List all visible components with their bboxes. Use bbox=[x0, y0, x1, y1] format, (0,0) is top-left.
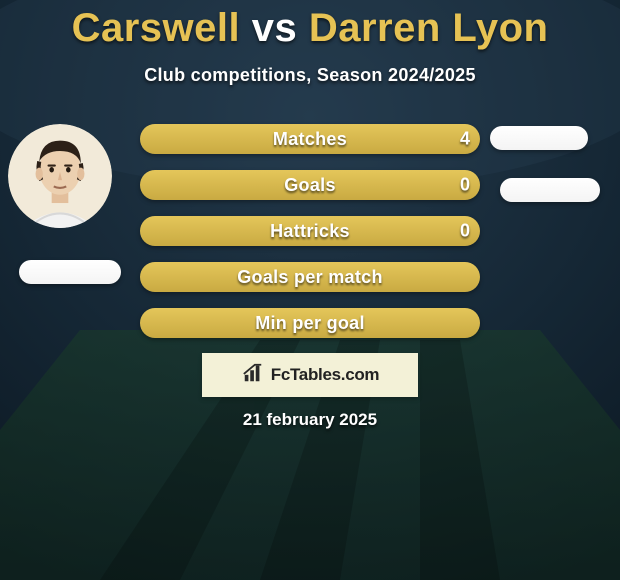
stat-row-goals: Goals 0 bbox=[140, 170, 480, 200]
stat-rows: Matches 4 Goals 0 Hattricks 0 Goals per … bbox=[140, 124, 480, 354]
stat-value-left: 4 bbox=[460, 129, 470, 150]
page-title: Carswell vs Darren Lyon bbox=[0, 0, 620, 51]
chart-bars-icon bbox=[241, 362, 265, 389]
stat-label: Hattricks bbox=[270, 221, 350, 242]
stat-label: Goals per match bbox=[237, 267, 383, 288]
stat-row-goals-per-match: Goals per match bbox=[140, 262, 480, 292]
watermark: FcTables.com bbox=[202, 353, 418, 397]
stat-row-min-per-goal: Min per goal bbox=[140, 308, 480, 338]
player2-stat-pill-2 bbox=[500, 178, 600, 202]
title-player2: Darren Lyon bbox=[309, 6, 549, 50]
subtitle: Club competitions, Season 2024/2025 bbox=[0, 65, 620, 86]
player1-stat-pill bbox=[19, 260, 121, 284]
stat-row-hattricks: Hattricks 0 bbox=[140, 216, 480, 246]
stat-label: Min per goal bbox=[255, 313, 365, 334]
title-player1: Carswell bbox=[72, 6, 241, 50]
stat-row-matches: Matches 4 bbox=[140, 124, 480, 154]
stat-label: Matches bbox=[273, 129, 347, 150]
player2-stat-pill-1 bbox=[490, 126, 588, 150]
watermark-text: FcTables.com bbox=[271, 365, 380, 385]
title-vs: vs bbox=[240, 6, 309, 50]
stat-value-left: 0 bbox=[460, 175, 470, 196]
player1-avatar bbox=[8, 124, 112, 228]
generated-date: 21 february 2025 bbox=[0, 410, 620, 430]
stat-value-left: 0 bbox=[460, 221, 470, 242]
stat-label: Goals bbox=[284, 175, 336, 196]
